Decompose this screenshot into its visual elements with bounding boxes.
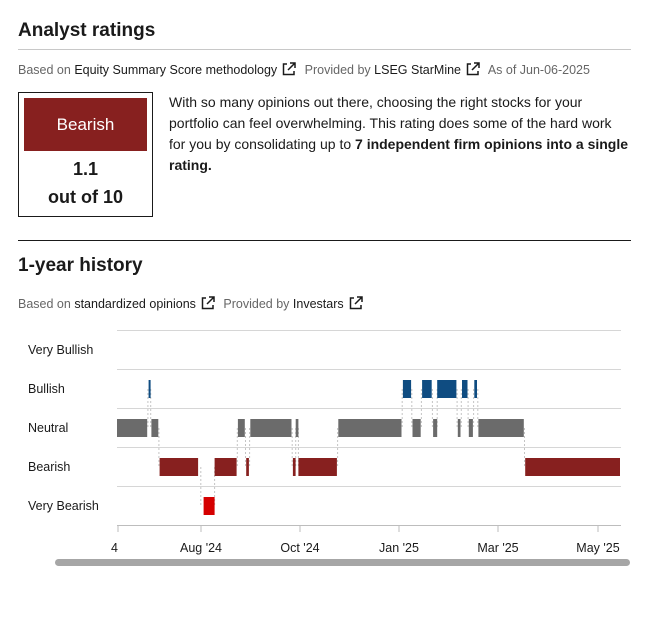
- level-label-bearish: Bearish: [28, 460, 71, 474]
- x-axis: 4 Aug '24 Oct '24 Jan '25 Mar '25 May '25: [111, 525, 621, 555]
- external-link-icon[interactable]: [465, 61, 481, 77]
- title-divider: [18, 49, 631, 50]
- provider-link[interactable]: LSEG StarMine: [374, 63, 462, 77]
- rating-segment-neutral[interactable]: [295, 419, 299, 437]
- based-on-label: Based on: [18, 297, 71, 311]
- analyst-ratings-title: Analyst ratings: [18, 20, 156, 41]
- rating-segment-bearish[interactable]: [292, 458, 296, 476]
- chart-horizontal-scrollbar[interactable]: [55, 559, 630, 566]
- rating-segment-bullish[interactable]: [474, 380, 477, 398]
- methodology-link[interactable]: Equity Summary Score methodology: [74, 63, 278, 77]
- x-tick-label: Jan '25: [379, 541, 419, 555]
- description-text: With so many opinions out there, choosin…: [169, 94, 612, 152]
- history-meta-line: Based on standardized opinions Provided …: [18, 295, 368, 312]
- level-label-very-bearish: Very Bearish: [28, 499, 99, 513]
- rating-segment-neutral[interactable]: [468, 419, 473, 437]
- rating-segment-neutral[interactable]: [478, 419, 524, 437]
- standardized-opinions-link[interactable]: standardized opinions: [74, 297, 196, 311]
- external-link-icon[interactable]: [348, 295, 364, 311]
- rating-segment-neutral[interactable]: [412, 419, 421, 437]
- rating-card: Bearish 1.1 out of 10: [18, 92, 153, 217]
- rating-segment-neutral[interactable]: [117, 419, 148, 437]
- x-tick-label: Mar '25: [477, 541, 518, 555]
- ratings-meta-line: Based on Equity Summary Score methodolog…: [18, 61, 590, 78]
- rating-segment-bearish[interactable]: [298, 458, 337, 476]
- section-divider: [18, 240, 631, 241]
- rating-segment-bullish[interactable]: [462, 380, 468, 398]
- x-tick-label: Oct '24: [280, 541, 319, 555]
- history-chart: 4 Aug '24 Oct '24 Jan '25 Mar '25 May '25: [111, 330, 621, 555]
- rating-segment-bearish[interactable]: [525, 458, 620, 476]
- level-label-very-bullish: Very Bullish: [28, 343, 94, 357]
- provided-by-label: Provided by: [223, 297, 290, 311]
- provided-by-label: Provided by: [304, 63, 371, 77]
- external-link-icon[interactable]: [281, 61, 297, 77]
- rating-segment-neutral[interactable]: [237, 419, 245, 437]
- x-tick-label: 4: [111, 541, 118, 555]
- investars-link[interactable]: Investars: [292, 297, 344, 311]
- level-label-bullish: Bullish: [28, 382, 65, 396]
- x-tick-label: May '25: [576, 541, 619, 555]
- external-link-icon[interactable]: [200, 295, 216, 311]
- as-of-date: As of Jun-06-2025: [487, 63, 590, 77]
- rating-segment-bearish[interactable]: [246, 458, 249, 476]
- rating-segment-neutral[interactable]: [151, 419, 159, 437]
- level-label-neutral: Neutral: [28, 421, 69, 435]
- history-title: 1-year history: [18, 255, 143, 276]
- rating-segment-neutral[interactable]: [433, 419, 438, 437]
- based-on-label: Based on: [18, 63, 71, 77]
- rating-segment-neutral[interactable]: [457, 419, 461, 437]
- rating-segment-bullish[interactable]: [402, 380, 412, 398]
- rating-description: With so many opinions out there, choosin…: [169, 92, 629, 176]
- description-emphasis: 7 independent firm opinions into a singl…: [169, 136, 629, 173]
- rating-score: 1.1: [72, 159, 99, 179]
- rating-segments: [117, 380, 620, 515]
- rating-segment-bullish[interactable]: [437, 380, 457, 398]
- rating-segment-neutral[interactable]: [250, 419, 292, 437]
- rating-scale: out of 10: [48, 187, 123, 207]
- rating-segment-bearish[interactable]: [159, 458, 199, 476]
- rating-segment-bearish[interactable]: [214, 458, 237, 476]
- rating-segment-bullish[interactable]: [422, 380, 432, 398]
- rating-badge: Bearish: [24, 98, 147, 151]
- x-tick-label: Aug '24: [180, 541, 222, 555]
- rating-segment-very-bearish[interactable]: [203, 497, 215, 515]
- rating-segment-neutral[interactable]: [338, 419, 402, 437]
- rating-segment-bullish[interactable]: [148, 380, 151, 398]
